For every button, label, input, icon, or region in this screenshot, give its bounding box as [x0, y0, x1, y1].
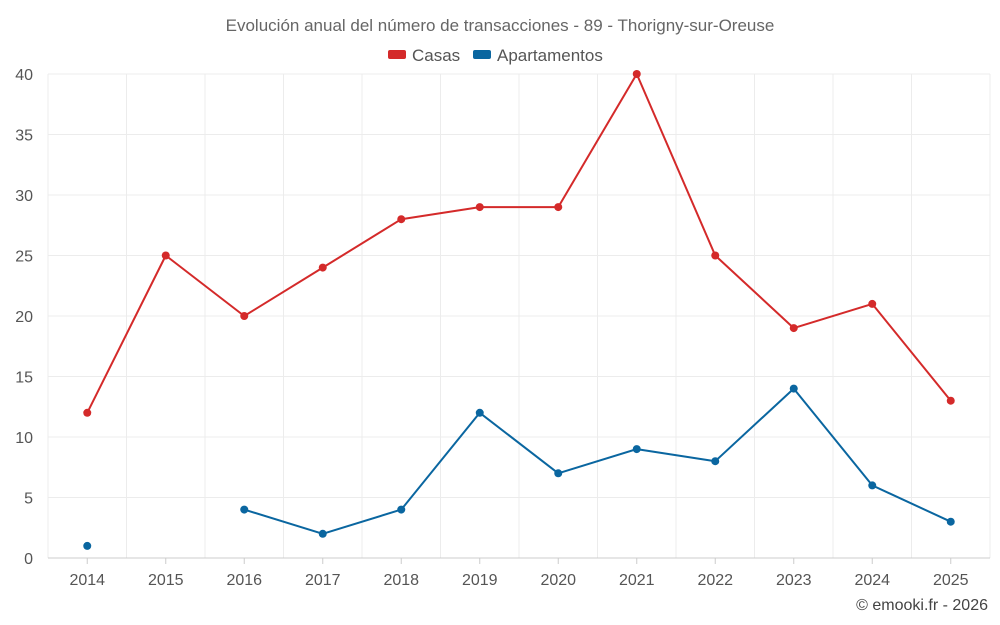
data-point-apartamentos[interactable]	[711, 457, 720, 466]
series-line-apartamentos	[243, 387, 952, 535]
data-point-apartamentos[interactable]	[632, 445, 641, 454]
y-tick-label: 15	[15, 370, 33, 387]
data-point-casas[interactable]	[554, 203, 563, 212]
data-point-casas[interactable]	[946, 396, 955, 405]
x-tick-label: 2019	[462, 572, 498, 589]
x-tick-label: 2015	[148, 572, 184, 589]
x-tick-label: 2022	[697, 572, 733, 589]
data-point-casas[interactable]	[240, 312, 249, 320]
data-point-apartamentos[interactable]	[240, 505, 249, 514]
legend-swatch-apartamentos	[473, 50, 491, 59]
x-tick-label: 2017	[305, 572, 341, 589]
data-point-apartamentos[interactable]	[397, 505, 406, 514]
x-tick-label: 2025	[933, 572, 969, 589]
data-point-apartamentos[interactable]	[318, 529, 327, 538]
series-casas	[83, 70, 955, 417]
data-point-casas[interactable]	[868, 299, 877, 308]
data-point-casas[interactable]	[397, 215, 406, 224]
y-tick-label: 25	[15, 249, 33, 266]
x-tick-label: 2016	[226, 572, 262, 589]
data-point-apartamentos[interactable]	[789, 384, 798, 393]
data-point-casas[interactable]	[318, 263, 327, 272]
chart-title: Evolución anual del número de transaccio…	[226, 16, 775, 35]
data-point-casas[interactable]	[161, 251, 170, 260]
series-line-casas	[86, 73, 952, 414]
x-tick-label: 2014	[69, 572, 105, 589]
data-point-casas[interactable]	[475, 203, 484, 212]
y-tick-label: 0	[24, 551, 33, 568]
x-tick-label: 2020	[540, 572, 576, 589]
data-point-casas[interactable]	[711, 251, 720, 260]
y-tick-label: 5	[24, 491, 33, 508]
data-point-casas[interactable]	[632, 70, 641, 78]
y-tick-label: 30	[15, 188, 33, 205]
x-tick-label: 2018	[383, 572, 419, 589]
legend-item-apartamentos[interactable]: Apartamentos	[473, 46, 603, 65]
data-point-apartamentos[interactable]	[554, 469, 563, 478]
data-point-apartamentos[interactable]	[868, 481, 877, 490]
y-tick-label: 20	[15, 309, 33, 326]
data-point-apartamentos[interactable]	[946, 517, 955, 526]
data-point-casas[interactable]	[789, 324, 798, 333]
data-point-apartamentos[interactable]	[83, 541, 92, 550]
y-tick-label: 10	[15, 430, 33, 447]
data-point-casas[interactable]	[83, 408, 92, 417]
grid	[47, 73, 991, 558]
legend-label-casas: Casas	[412, 46, 460, 65]
x-tick-label: 2023	[776, 572, 812, 589]
credit-text: © emooki.fr - 2026	[856, 597, 988, 614]
y-tick-label: 40	[15, 67, 33, 84]
legend-swatch-casas	[388, 50, 406, 59]
x-tick-label: 2021	[619, 572, 655, 589]
series	[83, 70, 955, 550]
x-tick-label: 2024	[854, 572, 890, 589]
series-apartamentos	[83, 384, 955, 550]
legend-label-apartamentos: Apartamentos	[497, 46, 603, 65]
legend: Casas Apartamentos	[388, 46, 603, 65]
data-point-apartamentos[interactable]	[475, 408, 484, 417]
legend-item-casas[interactable]: Casas	[388, 46, 460, 65]
y-tick-label: 35	[15, 128, 33, 145]
